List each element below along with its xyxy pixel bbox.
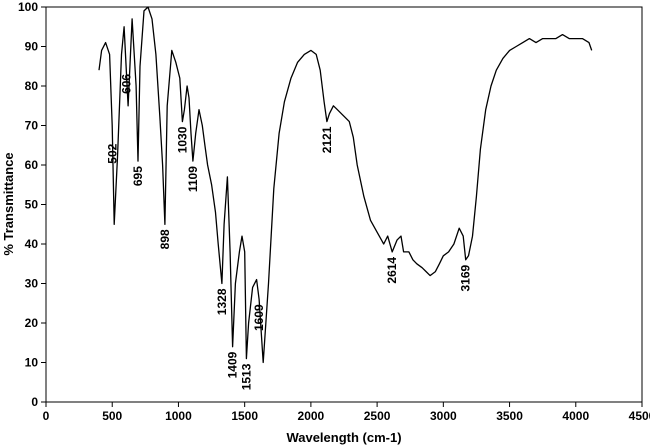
y-tick-label: 40: [25, 237, 39, 251]
y-tick-label: 60: [25, 158, 39, 172]
peak-label: 1609: [252, 304, 266, 331]
y-tick-label: 100: [18, 0, 38, 14]
peak-label: 1513: [239, 363, 253, 390]
y-tick-label: 50: [25, 198, 39, 212]
x-tick-label: 4000: [562, 409, 589, 423]
peak-label: 3169: [459, 264, 473, 291]
y-tick-label: 20: [25, 316, 39, 330]
peak-label: 2121: [320, 126, 334, 153]
peak-label: 898: [158, 229, 172, 249]
x-tick-label: 3000: [430, 409, 457, 423]
x-tick-label: 2500: [364, 409, 391, 423]
peak-label: 1109: [186, 166, 200, 192]
x-tick-label: 500: [102, 409, 122, 423]
x-tick-label: 3500: [496, 409, 523, 423]
y-tick-label: 90: [25, 40, 39, 54]
x-tick-label: 1000: [165, 409, 192, 423]
peak-label: 606: [119, 74, 133, 94]
peak-label: 2614: [385, 257, 399, 284]
peak-label: 1030: [175, 126, 189, 153]
x-axis-title: Wavelength (cm-1): [286, 430, 401, 445]
x-tick-label: 0: [43, 409, 50, 423]
peak-label: 695: [131, 166, 145, 186]
peak-label: 502: [106, 143, 120, 163]
y-tick-label: 10: [25, 356, 39, 370]
x-tick-label: 1500: [231, 409, 258, 423]
transmittance-series-line: [98, 6, 593, 364]
peak-annotations: 502 606 695 898 1030 1109 1328 1409 1513 1609 2121…: [106, 74, 473, 391]
y-tick-label: 0: [31, 395, 38, 409]
y-tick-label: 30: [25, 277, 39, 291]
y-tick-label: 80: [25, 79, 39, 93]
peak-label: 1409: [226, 351, 240, 378]
y-axis-ticks: 0 10 20 30 40 50 60 70 80 90 100: [18, 0, 46, 409]
x-tick-label: 2000: [298, 409, 325, 423]
y-tick-label: 70: [25, 119, 39, 133]
y-axis-title: % Transmittance: [1, 152, 16, 255]
peak-label: 1328: [215, 288, 229, 315]
